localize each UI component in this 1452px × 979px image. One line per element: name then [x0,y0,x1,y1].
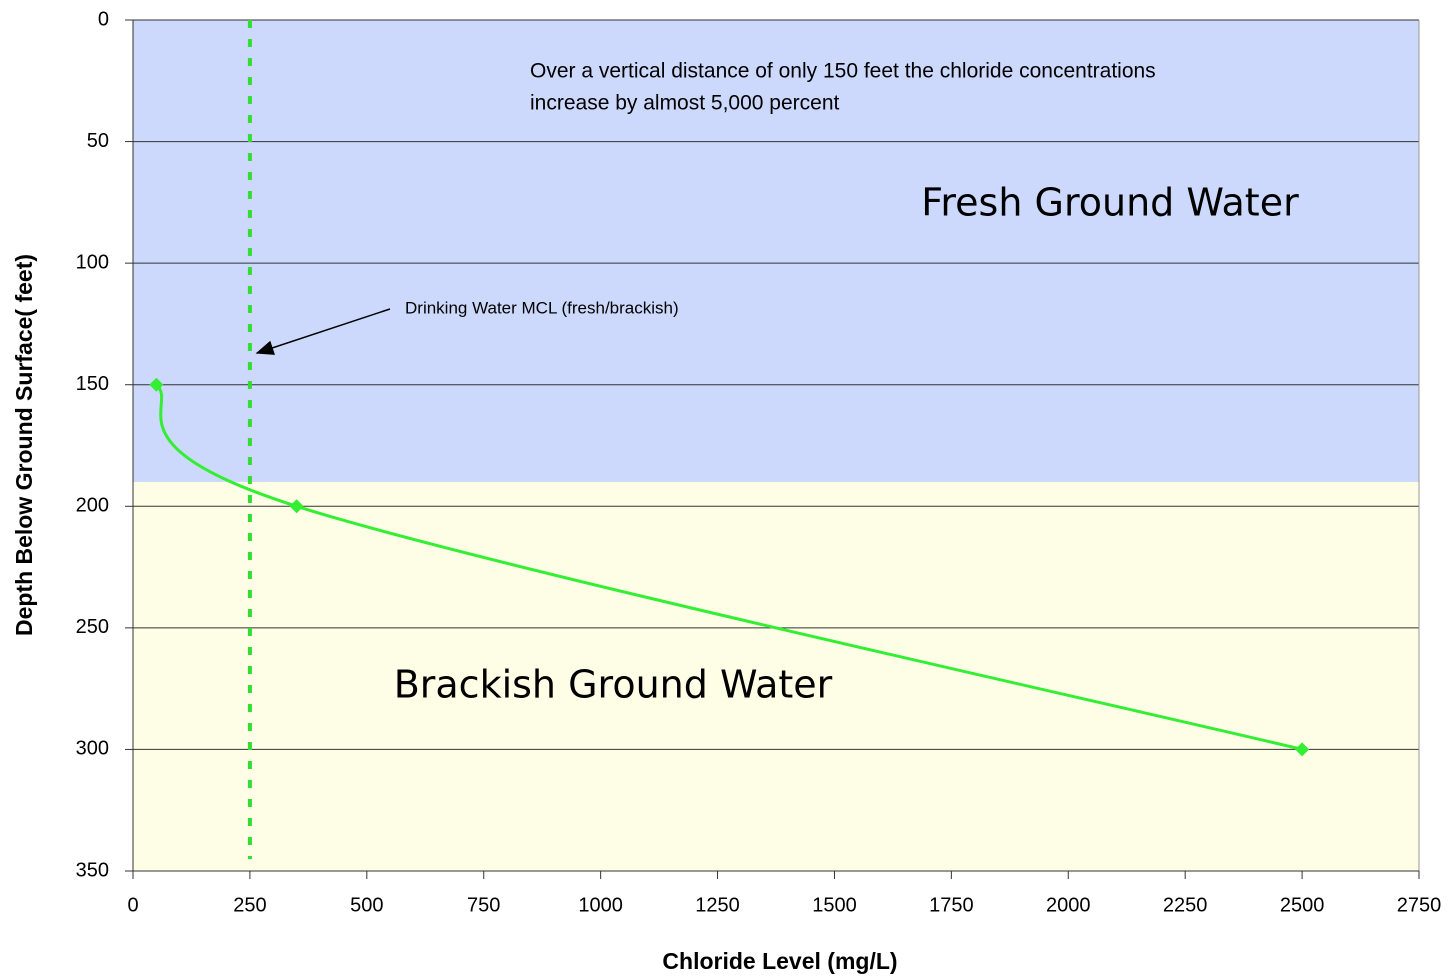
y-axis-title: Depth Below Ground Surface( feet) [11,254,37,636]
annotation-line: increase by almost 5,000 percent [530,92,840,115]
x-tick-label: 1000 [578,894,623,916]
y-tick-label: 50 [87,130,109,152]
y-tick-label: 200 [76,495,109,517]
y-tick-label: 350 [76,859,109,881]
y-tick-label: 150 [76,373,109,395]
x-tick-label: 1250 [695,894,740,916]
x-tick-label: 0 [127,894,138,916]
annotation-line: Over a vertical distance of only 150 fee… [530,60,1156,83]
annotation-arrow [255,308,391,355]
region-label: Fresh Ground Water [921,181,1299,225]
x-tick-label: 750 [467,894,500,916]
y-tick-label: 100 [76,251,109,273]
y-tick-label: 0 [98,8,109,30]
x-tick-label: 500 [350,894,383,916]
data-point [1295,742,1310,757]
y-tick-label: 250 [76,616,109,638]
x-tick-label: 2000 [1046,894,1091,916]
region [133,481,1419,871]
reference-label: Drinking Water MCL (fresh/brackish) [405,298,679,317]
y-tick-label: 300 [76,738,109,760]
x-tick-label: 2250 [1163,894,1208,916]
data-point [149,377,164,392]
x-tick-label: 250 [233,894,266,916]
x-tick-label: 1500 [812,894,857,916]
x-tick-label: 2750 [1397,894,1442,916]
region [133,20,1419,482]
x-tick-label: 2500 [1280,894,1325,916]
series-line [155,383,1303,751]
x-tick-label: 1750 [929,894,974,916]
x-axis-title: Chloride Level (mg/L) [662,948,897,974]
region-label: Brackish Ground Water [394,663,833,707]
data-point [289,499,304,514]
